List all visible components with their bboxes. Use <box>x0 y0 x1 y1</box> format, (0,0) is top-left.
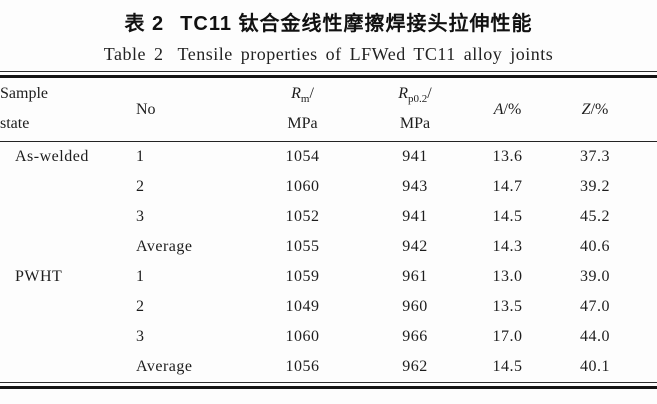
cell-rp02: 942 <box>402 238 428 255</box>
table-row: 3 1060 966 17.0 44.0 <box>0 322 657 352</box>
cell-a: 14.3 <box>492 238 523 255</box>
cell-z: 44.0 <box>580 328 610 345</box>
cell-rm: 1060 <box>285 178 320 195</box>
table-caption-zh: 表 2 TC11 钛合金线性摩擦焊接头拉伸性能 <box>0 7 657 36</box>
cell-z: 45.2 <box>580 208 610 225</box>
cell-rm: 1054 <box>285 148 320 165</box>
caption-en-label: Table 2 <box>103 44 164 64</box>
rm-symbol-line: Rm/ <box>291 85 314 106</box>
cell-no: Average <box>136 358 193 375</box>
cell-no: Average <box>136 238 193 255</box>
table-row: 3 1052 941 14.5 45.2 <box>0 202 657 232</box>
cell-rp02: 941 <box>402 148 428 165</box>
cell-rm: 1049 <box>285 298 320 315</box>
table-header-row: Sample state No Rm/ MPa Rp0.2/ MPa A/% Z… <box>0 78 657 141</box>
cell-z: 39.0 <box>580 268 610 285</box>
cell-z: 40.1 <box>580 358 610 375</box>
cell-rm: 1052 <box>285 208 320 225</box>
cell-no: 3 <box>136 208 145 225</box>
rm-unit: MPa <box>287 115 318 132</box>
cell-rm: 1060 <box>285 328 320 345</box>
cell-rp02: 960 <box>402 298 428 315</box>
sample-state-line1: Sample <box>0 85 48 102</box>
table-row: PWHT 1 1059 961 13.0 39.0 <box>0 262 657 292</box>
cell-z: 47.0 <box>580 298 610 315</box>
cell-sample-state: PWHT <box>15 268 63 285</box>
table-row: 2 1060 943 14.7 39.2 <box>0 172 657 202</box>
caption-en-text: Tensile properties of LFWed TC11 alloy j… <box>177 44 554 64</box>
tensile-properties-table: Sample state No Rm/ MPa Rp0.2/ MPa A/% Z… <box>0 71 657 389</box>
caption-zh-text: TC11 钛合金线性摩擦焊接头拉伸性能 <box>180 13 533 35</box>
table-row: As-welded 1 1054 941 13.6 37.3 <box>0 142 657 172</box>
cell-z: 37.3 <box>580 148 610 165</box>
cell-rm: 1056 <box>285 358 320 375</box>
cell-z: 40.6 <box>580 238 610 255</box>
cell-a: 13.6 <box>492 148 523 165</box>
col-header-rm: Rm/ MPa <box>240 78 365 141</box>
rp02-unit: MPa <box>399 115 431 132</box>
table-row: Average 1055 942 14.3 40.6 <box>0 232 657 262</box>
caption-zh-label: 表 2 <box>124 13 165 35</box>
col-header-no: No <box>136 100 156 118</box>
table-row: 2 1049 960 13.5 47.0 <box>0 292 657 322</box>
table-rule-top <box>0 71 657 78</box>
cell-a: 13.0 <box>492 268 523 285</box>
table-row: Average 1056 962 14.5 40.1 <box>0 352 657 382</box>
cell-no: 1 <box>136 148 145 165</box>
table-rule-bottom <box>0 382 657 389</box>
cell-no: 1 <box>136 268 145 285</box>
cell-sample-state: As-welded <box>15 148 89 165</box>
cell-a: 14.7 <box>492 178 523 195</box>
sample-state-line2: state <box>0 115 30 132</box>
col-header-sample-state: Sample state <box>0 78 118 141</box>
cell-rp02: 961 <box>402 268 428 285</box>
cell-rp02: 966 <box>402 328 428 345</box>
col-header-z: Z/% <box>550 78 640 141</box>
cell-a: 13.5 <box>492 298 523 315</box>
cell-a: 17.0 <box>492 328 523 345</box>
table-rule-middle <box>0 141 657 142</box>
z-symbol-line: Z/% <box>581 100 609 118</box>
col-header-rp02: Rp0.2/ MPa <box>365 78 465 141</box>
cell-z: 39.2 <box>580 178 610 195</box>
cell-a: 14.5 <box>492 208 523 225</box>
cell-rp02: 941 <box>402 208 428 225</box>
cell-rp02: 943 <box>402 178 428 195</box>
cell-no: 2 <box>136 178 145 195</box>
cell-rp02: 962 <box>402 358 428 375</box>
cell-no: 2 <box>136 298 145 315</box>
a-symbol-line: A/% <box>493 100 522 118</box>
table-caption-en: Table 2 Tensile properties of LFWed TC11 … <box>0 44 657 65</box>
cell-rm: 1059 <box>285 268 320 285</box>
cell-no: 3 <box>136 328 145 345</box>
cell-a: 14.5 <box>492 358 523 375</box>
rp02-symbol-line: Rp0.2/ <box>398 85 432 106</box>
col-header-a: A/% <box>465 78 550 141</box>
cell-rm: 1055 <box>285 238 320 255</box>
